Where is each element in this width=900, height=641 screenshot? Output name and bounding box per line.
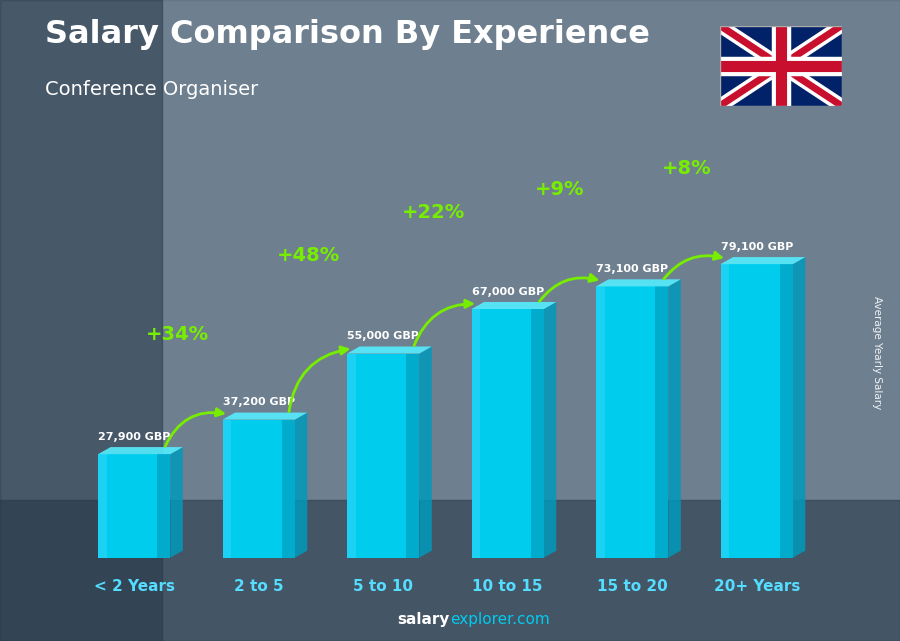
Polygon shape bbox=[721, 257, 806, 264]
Bar bbox=[0, 500, 900, 641]
Polygon shape bbox=[780, 264, 793, 558]
Text: 37,200 GBP: 37,200 GBP bbox=[222, 397, 295, 407]
Text: Conference Organiser: Conference Organiser bbox=[45, 80, 258, 99]
Polygon shape bbox=[472, 309, 481, 558]
Text: 73,100 GBP: 73,100 GBP bbox=[596, 264, 669, 274]
Polygon shape bbox=[347, 354, 356, 558]
Text: +8%: +8% bbox=[662, 159, 712, 178]
Bar bbox=[0, 0, 162, 641]
Polygon shape bbox=[347, 354, 419, 558]
Text: 55,000 GBP: 55,000 GBP bbox=[347, 331, 419, 341]
Polygon shape bbox=[669, 279, 680, 558]
Text: +48%: +48% bbox=[277, 246, 340, 265]
Polygon shape bbox=[407, 354, 419, 558]
Polygon shape bbox=[222, 413, 307, 420]
Polygon shape bbox=[655, 287, 669, 558]
Polygon shape bbox=[295, 413, 307, 558]
Polygon shape bbox=[282, 420, 295, 558]
Text: Salary Comparison By Experience: Salary Comparison By Experience bbox=[45, 19, 650, 50]
Text: 2 to 5: 2 to 5 bbox=[234, 579, 284, 594]
Polygon shape bbox=[98, 454, 170, 558]
Polygon shape bbox=[170, 447, 183, 558]
Polygon shape bbox=[98, 454, 107, 558]
Polygon shape bbox=[531, 309, 544, 558]
Polygon shape bbox=[596, 287, 669, 558]
Text: 27,900 GBP: 27,900 GBP bbox=[98, 432, 170, 442]
Polygon shape bbox=[98, 447, 183, 454]
Polygon shape bbox=[596, 279, 680, 287]
Polygon shape bbox=[721, 264, 729, 558]
Text: 79,100 GBP: 79,100 GBP bbox=[721, 242, 793, 252]
Polygon shape bbox=[419, 347, 432, 558]
Text: 67,000 GBP: 67,000 GBP bbox=[472, 287, 544, 297]
Polygon shape bbox=[472, 309, 544, 558]
Text: 15 to 20: 15 to 20 bbox=[597, 579, 668, 594]
Text: 10 to 15: 10 to 15 bbox=[472, 579, 543, 594]
Text: +22%: +22% bbox=[401, 203, 464, 222]
Polygon shape bbox=[347, 347, 432, 354]
Polygon shape bbox=[793, 257, 806, 558]
Text: < 2 Years: < 2 Years bbox=[94, 579, 175, 594]
Polygon shape bbox=[222, 420, 231, 558]
Text: explorer.com: explorer.com bbox=[450, 612, 550, 627]
Polygon shape bbox=[596, 287, 605, 558]
Polygon shape bbox=[544, 302, 556, 558]
Text: 5 to 10: 5 to 10 bbox=[353, 579, 413, 594]
Text: 20+ Years: 20+ Years bbox=[714, 579, 800, 594]
Text: +34%: +34% bbox=[147, 325, 210, 344]
Polygon shape bbox=[472, 302, 556, 309]
Text: salary: salary bbox=[398, 612, 450, 627]
Polygon shape bbox=[158, 454, 170, 558]
Text: Average Yearly Salary: Average Yearly Salary bbox=[872, 296, 883, 409]
Polygon shape bbox=[721, 264, 793, 558]
Text: +9%: +9% bbox=[536, 179, 585, 199]
Polygon shape bbox=[222, 420, 295, 558]
